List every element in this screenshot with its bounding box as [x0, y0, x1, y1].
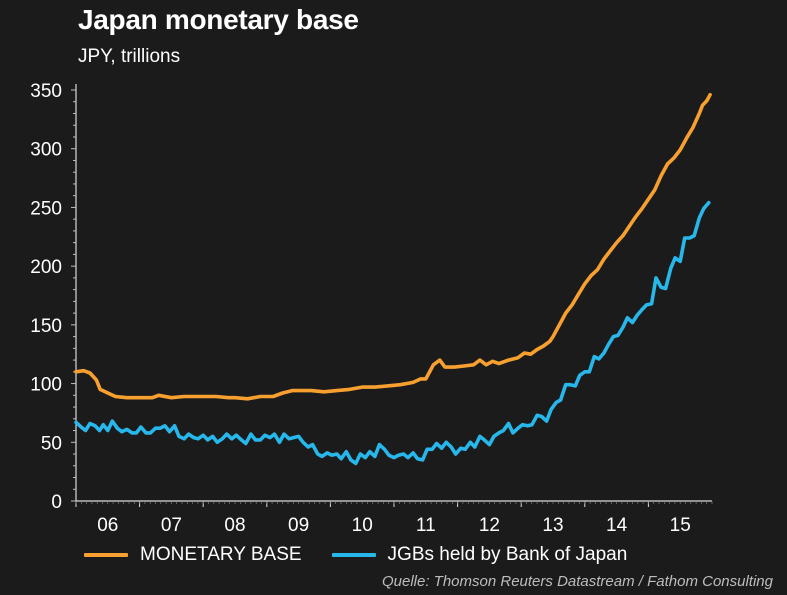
legend-swatch-monetary-base: [84, 553, 128, 557]
x-tick-label: 07: [161, 515, 182, 536]
line-chart: 0 50 100 150 200 250 300 350 06 07 08 09 10 11 12 13 14 1…: [30, 81, 713, 536]
x-tick-label: 13: [542, 515, 563, 536]
y-tick-label: 150: [30, 316, 62, 337]
legend-label-jgbs: JGBs held by Bank of Japan: [387, 544, 628, 565]
x-tick-label: 12: [479, 515, 500, 536]
x-tick-label: 06: [97, 515, 118, 536]
chart-title: Japan monetary base: [78, 4, 359, 35]
chart-subtitle: JPY, trillions: [78, 46, 181, 67]
legend-item-monetary-base: MONETARY BASE: [84, 544, 302, 566]
x-tick-label: 08: [224, 515, 245, 536]
series-line-monetary-base: [74, 92, 712, 401]
x-tick-label: 11: [416, 515, 436, 536]
y-tick-label: 350: [30, 81, 62, 102]
x-tick-label: 14: [606, 515, 628, 536]
chart-legend: MONETARY BASE JGBs held by Bank of Japan: [84, 544, 657, 566]
y-tick-label: 0: [51, 492, 62, 513]
series-line-jgbs: [74, 200, 711, 466]
y-tick-label: 200: [30, 257, 62, 278]
x-tick-label: 15: [670, 515, 691, 536]
source-note: Quelle: Thomson Reuters Datastream / Fat…: [381, 573, 773, 590]
legend-label-monetary-base: MONETARY BASE: [140, 544, 302, 565]
legend-item-jgbs: JGBs held by Bank of Japan: [331, 544, 628, 566]
y-tick-label: 250: [30, 198, 62, 219]
y-tick-label: 300: [30, 140, 62, 161]
y-tick-label: 100: [30, 375, 62, 396]
x-tick-label: 09: [288, 515, 309, 536]
y-tick-label: 50: [41, 433, 62, 454]
x-tick-label: 10: [352, 515, 373, 536]
legend-swatch-jgbs: [331, 553, 376, 557]
